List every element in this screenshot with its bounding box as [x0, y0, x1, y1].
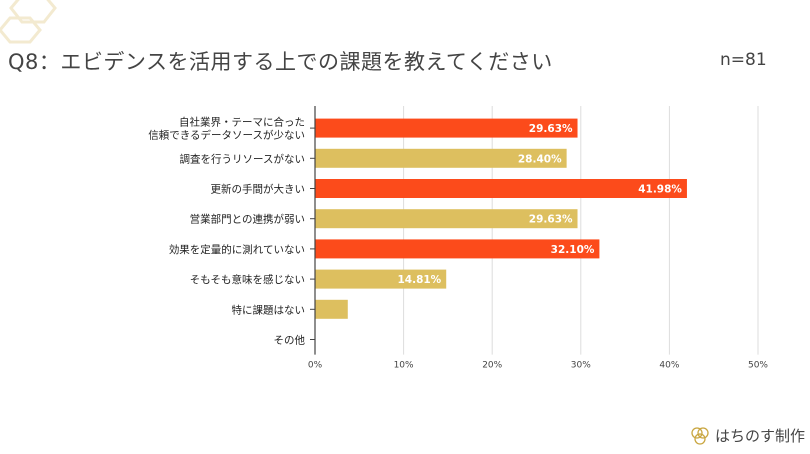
category-label: 信頼できるデータソースが少ない — [148, 129, 305, 142]
data-label: 28.40% — [518, 153, 562, 165]
brand-name: はちのす制作 — [715, 427, 806, 445]
bar — [315, 269, 447, 289]
sample-size: n=81 — [720, 50, 767, 70]
category-label: 自社業界・テーマに合った — [179, 116, 305, 129]
x-tick-label: 40% — [659, 361, 679, 371]
x-tick-label: 30% — [571, 361, 591, 371]
page-title: Q8：エビデンスを活用する上での課題を教えてください — [8, 50, 553, 74]
data-label: 14.81% — [397, 274, 441, 286]
bar — [315, 299, 348, 319]
brand-logo: はちのす制作 — [690, 425, 805, 446]
x-tick-label: 50% — [748, 361, 768, 371]
x-tick-label: 20% — [482, 361, 502, 371]
honeycomb-decoration-icon — [0, 0, 57, 44]
bar — [315, 179, 687, 198]
category-label: 調査を行うリソースがない — [180, 152, 305, 165]
category-label: 営業部門との連携が弱い — [190, 213, 305, 226]
bar — [315, 148, 567, 168]
category-label: そもそも意味を感じない — [190, 273, 305, 286]
x-tick-label: 10% — [394, 361, 414, 371]
category-label: 効果を定量的に測れていない — [169, 243, 305, 256]
bar — [315, 209, 578, 229]
x-tick-label: 0% — [308, 361, 323, 371]
category-label: 特に課題はない — [232, 303, 306, 316]
category-label: その他 — [274, 334, 306, 347]
data-label: 32.10% — [551, 244, 595, 256]
bar — [315, 239, 600, 259]
honeycomb-logo-icon — [691, 426, 709, 445]
data-label: 29.63% — [529, 123, 573, 135]
data-label: 29.63% — [529, 214, 573, 226]
data-label: 41.98% — [638, 184, 682, 196]
category-label: 更新の手間が大きい — [211, 183, 306, 196]
bar — [315, 118, 578, 138]
